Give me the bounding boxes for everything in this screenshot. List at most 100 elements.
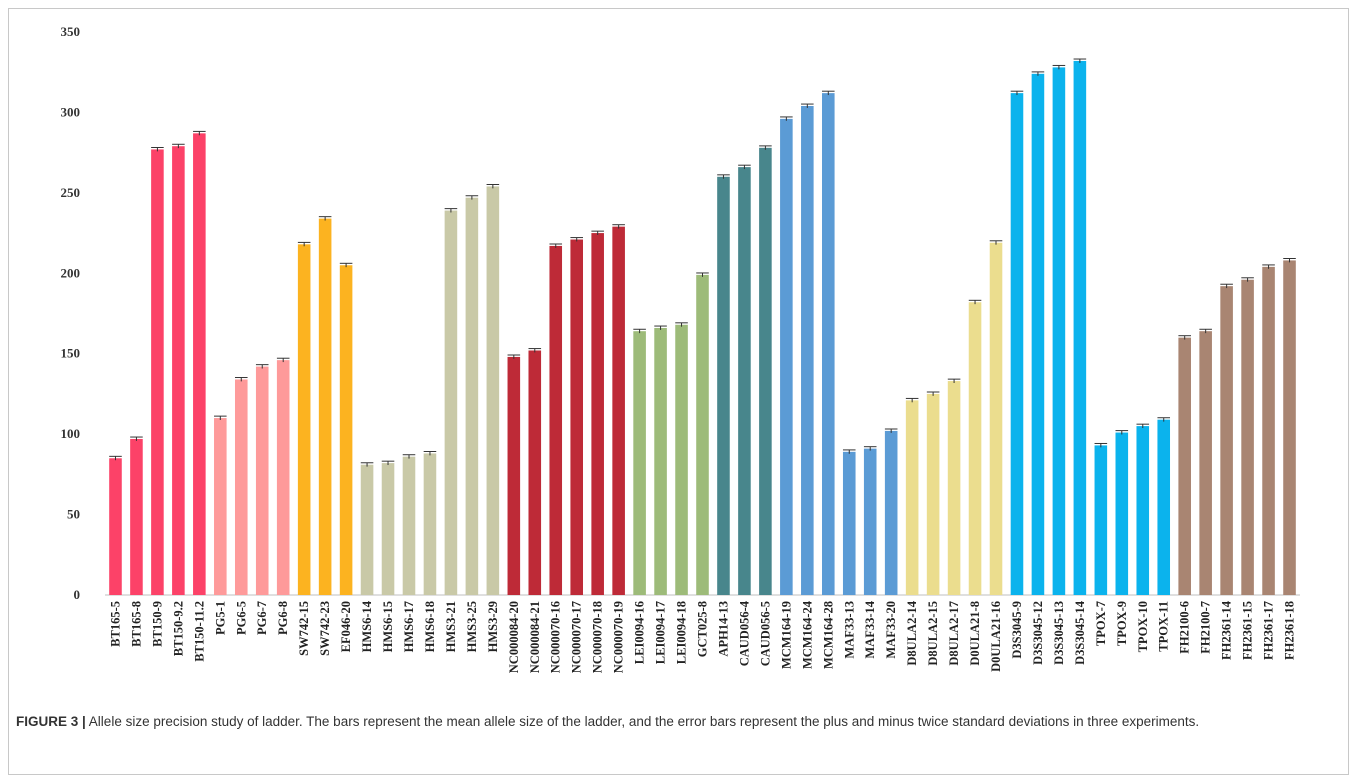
x-tick-label: FH2361-17: [1262, 601, 1276, 660]
x-tick-label: PG5-1: [213, 601, 227, 635]
x-tick-label: SW742-23: [318, 601, 332, 656]
bar: [1220, 286, 1233, 595]
x-tick-label: FH2100-6: [1178, 601, 1192, 654]
x-tick-label: HMS3-25: [465, 601, 479, 652]
x-tick-label: NC000070-18: [591, 601, 605, 673]
x-tick-label: HMS6-17: [402, 601, 416, 652]
x-tick-label: FH2100-7: [1199, 601, 1213, 654]
x-tick-label: D0ULA21-8: [968, 601, 982, 666]
x-tick-label: LEI0094-16: [633, 601, 647, 664]
x-tick-label: D8ULA2-15: [926, 601, 940, 666]
x-tick-label: GCT025-8: [696, 601, 710, 657]
bar: [402, 456, 416, 595]
x-tick-label: HMS3-29: [486, 601, 500, 652]
bar: [339, 265, 353, 595]
bar: [1010, 93, 1024, 595]
bar: [360, 464, 374, 595]
bar: [968, 302, 982, 595]
bar: [1073, 60, 1087, 595]
bar: [297, 244, 311, 595]
x-tick-label: TPOX-10: [1136, 601, 1150, 652]
x-tick-label: BT150-11.2: [192, 601, 206, 662]
x-tick-label: D8ULA2-17: [947, 601, 961, 666]
figure-label: FIGURE 3 |: [16, 714, 86, 729]
x-tick-label: PG6-5: [234, 601, 248, 635]
bar: [884, 430, 898, 595]
x-tick-label: NC000070-17: [570, 601, 584, 673]
bar: [717, 176, 730, 595]
x-tick-label: MCM164-24: [800, 600, 814, 669]
bar: [947, 381, 961, 595]
x-tick-label: BT165-5: [108, 601, 122, 647]
x-tick-label: D3S3045-13: [1052, 601, 1066, 665]
y-tick-label: 200: [61, 265, 81, 280]
figure-caption-text: Allele size precision study of ladder. T…: [85, 714, 1200, 729]
x-tick-label: NC000070-19: [612, 601, 626, 673]
bar: [1157, 419, 1171, 595]
x-tick-label: D3S3045-12: [1031, 601, 1045, 665]
bar: [989, 242, 1003, 596]
x-tick-label: NC000084-20: [507, 601, 521, 673]
bar: [1115, 432, 1129, 595]
y-tick-label: 350: [61, 24, 81, 39]
bar: [214, 418, 227, 595]
bar: [423, 453, 437, 595]
x-tick-label: MAF33-14: [863, 600, 877, 658]
x-tick-label: FH2361-14: [1220, 600, 1234, 660]
x-tick-label: MAF33-13: [842, 601, 856, 659]
bar: [1241, 279, 1254, 595]
y-tick-label: 100: [61, 426, 81, 441]
allele-size-bar-chart: 0 50 100 150 200 250 300 350 BT165-5 BT165-8 BT150…: [61, 24, 1300, 673]
bar: [612, 226, 625, 595]
x-tick-label: EF046-20: [339, 601, 353, 652]
bar: [696, 274, 709, 595]
x-tick-label: HMS6-14: [360, 600, 374, 652]
bar: [842, 451, 856, 595]
bar: [675, 324, 688, 595]
bar: [234, 379, 248, 595]
bar: [507, 356, 521, 595]
x-tick-label: BT165-8: [129, 601, 143, 647]
x-tick-label: TPOX-9: [1115, 601, 1129, 646]
bar: [654, 327, 667, 595]
y-tick-label: 50: [67, 507, 80, 522]
x-tick-label: MAF33-20: [884, 601, 898, 659]
bar: [905, 400, 919, 595]
x-tick-label: HMS6-15: [381, 601, 395, 652]
bar: [1094, 445, 1108, 595]
bar: [1031, 73, 1045, 595]
bar: [172, 146, 185, 596]
x-tick-label: NC000084-21: [528, 601, 542, 673]
bar: [486, 186, 500, 595]
bar: [255, 366, 269, 595]
bar: [633, 331, 646, 595]
bar: [801, 105, 814, 595]
bar: [318, 218, 332, 595]
bar: [1199, 331, 1212, 595]
x-tick-label: D3S3045-14: [1073, 600, 1087, 665]
bar: [381, 463, 395, 595]
bar: [1283, 260, 1296, 595]
x-tick-label: SW742-15: [297, 601, 311, 656]
bar: [276, 360, 290, 595]
x-tick-label: TPOX-11: [1157, 601, 1171, 652]
bar: [738, 167, 751, 595]
bar: [1052, 67, 1066, 596]
x-tick-label: APH14-13: [716, 601, 730, 657]
x-tick-label: BT150-9: [150, 601, 164, 647]
y-tick-label: 250: [61, 185, 81, 200]
y-tick-label: 300: [61, 104, 81, 119]
x-tick-label: MCM164-28: [821, 601, 835, 669]
bar: [528, 350, 542, 595]
x-tick-label: BT150-9.2: [171, 601, 185, 656]
x-tick-label: D0ULA21-16: [989, 601, 1003, 672]
bar: [130, 438, 143, 595]
x-tick-label: CAUD056-4: [737, 600, 751, 666]
x-tick-label: FH2361-18: [1283, 601, 1297, 660]
bar: [444, 210, 458, 595]
bar: [109, 458, 122, 595]
bar: [465, 197, 479, 595]
y-tick-label: 0: [74, 587, 81, 602]
bar: [193, 133, 206, 595]
bar: [1136, 426, 1150, 595]
